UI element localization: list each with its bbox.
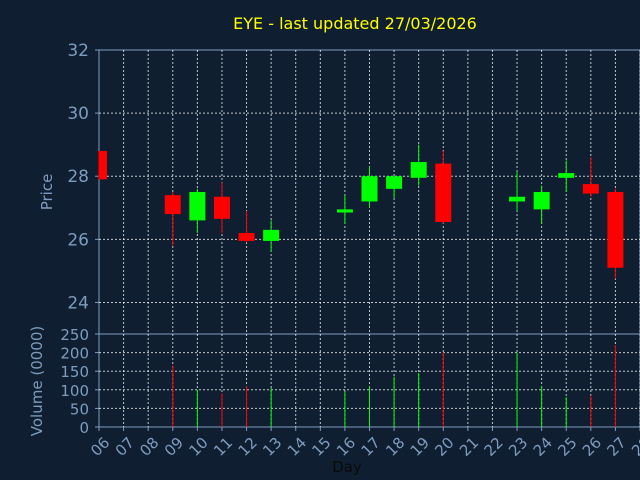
candle-body: [361, 176, 378, 202]
x-tick-label: 23: [505, 434, 531, 460]
x-tick-label: 11: [210, 434, 236, 460]
volume-tick-label: 150: [60, 363, 89, 381]
volume-tick-label: 200: [60, 345, 89, 363]
candle-body: [558, 173, 575, 178]
x-tick-label: 24: [530, 434, 556, 460]
candle: [336, 195, 353, 224]
candle-body: [213, 196, 230, 219]
candle-body: [336, 209, 353, 213]
x-tick-label: 14: [284, 434, 310, 460]
x-axis: 0607080910111213141516171819202122232425…: [87, 427, 640, 460]
candle: [607, 188, 624, 279]
x-tick-label: 09: [161, 434, 187, 460]
candle: [386, 176, 403, 199]
candle: [238, 210, 255, 243]
price-tick-label: 32: [67, 41, 89, 61]
candle: [509, 171, 526, 211]
candle: [558, 160, 575, 192]
candle-body: [410, 162, 427, 178]
x-tick-label: 12: [235, 434, 261, 460]
volume-tick-label: 50: [70, 400, 89, 418]
price-tick-label: 24: [67, 293, 89, 313]
candle-body: [238, 233, 255, 241]
x-tick-label: 17: [358, 434, 384, 460]
x-tick-label: 18: [382, 434, 408, 460]
volume-tick-label: 0: [79, 419, 89, 437]
x-tick-label: 22: [481, 434, 507, 460]
x-tick-label: 07: [112, 434, 138, 460]
candle-body: [99, 150, 107, 180]
x-tick-label: 25: [554, 434, 580, 460]
candle: [533, 185, 550, 224]
candle: [435, 150, 452, 224]
candle-body: [582, 184, 599, 194]
candle: [582, 157, 599, 197]
price-tick-label: 26: [67, 230, 89, 250]
volume-tick-label: 100: [60, 382, 89, 400]
x-tick-label: 20: [431, 434, 457, 460]
volume-axis-label: Volume (0000): [28, 326, 46, 436]
candle: [164, 192, 181, 246]
candle-body: [263, 229, 280, 241]
volume-bars: [172, 345, 616, 427]
candle-body: [189, 192, 206, 221]
candle-body: [386, 176, 403, 189]
x-tick-label: 28: [628, 434, 640, 460]
candle-body: [164, 195, 181, 215]
x-tick-label: 13: [259, 434, 285, 460]
chart-title: EYE - last updated 27/03/2026: [233, 14, 477, 33]
x-tick-label: 16: [333, 434, 359, 460]
candle: [263, 220, 280, 252]
volume-tick-label: 250: [60, 326, 89, 344]
candle: [213, 182, 230, 234]
candle: [189, 188, 206, 234]
price-axis-label: Price: [38, 174, 56, 211]
x-tick-label: 10: [185, 434, 211, 460]
candle-body: [509, 196, 526, 202]
x-tick-label: 06: [87, 434, 113, 460]
x-tick-label: 21: [456, 434, 482, 460]
x-tick-label: 15: [308, 434, 334, 460]
candle-body: [435, 163, 452, 222]
x-tick-label: 26: [579, 434, 605, 460]
price-tick-label: 28: [67, 167, 89, 187]
x-tick-label: 19: [407, 434, 433, 460]
candle: [410, 144, 427, 186]
candle: [361, 166, 378, 208]
price-y-axis: 24 26 28 30 32: [67, 41, 99, 313]
candle: [98, 150, 107, 180]
candle-body: [533, 192, 550, 210]
x-axis-label: Day: [332, 458, 362, 476]
x-tick-label: 27: [603, 434, 629, 460]
price-tick-label: 30: [67, 104, 89, 124]
candlesticks: [98, 144, 624, 279]
x-tick-label: 08: [136, 434, 162, 460]
candle-body: [607, 192, 624, 268]
